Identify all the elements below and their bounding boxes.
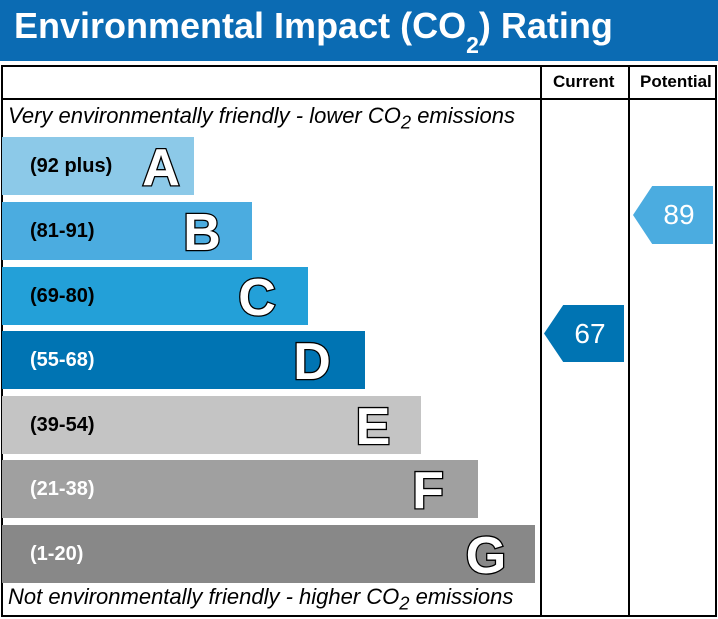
svg-text:A: A [142, 139, 180, 194]
svg-text:C: C [238, 269, 276, 324]
svg-text:G: G [466, 527, 506, 582]
svg-text:B: B [184, 204, 222, 259]
svg-text:D: D [294, 333, 332, 388]
svg-text:F: F [412, 462, 444, 517]
svg-text:E: E [356, 398, 391, 453]
